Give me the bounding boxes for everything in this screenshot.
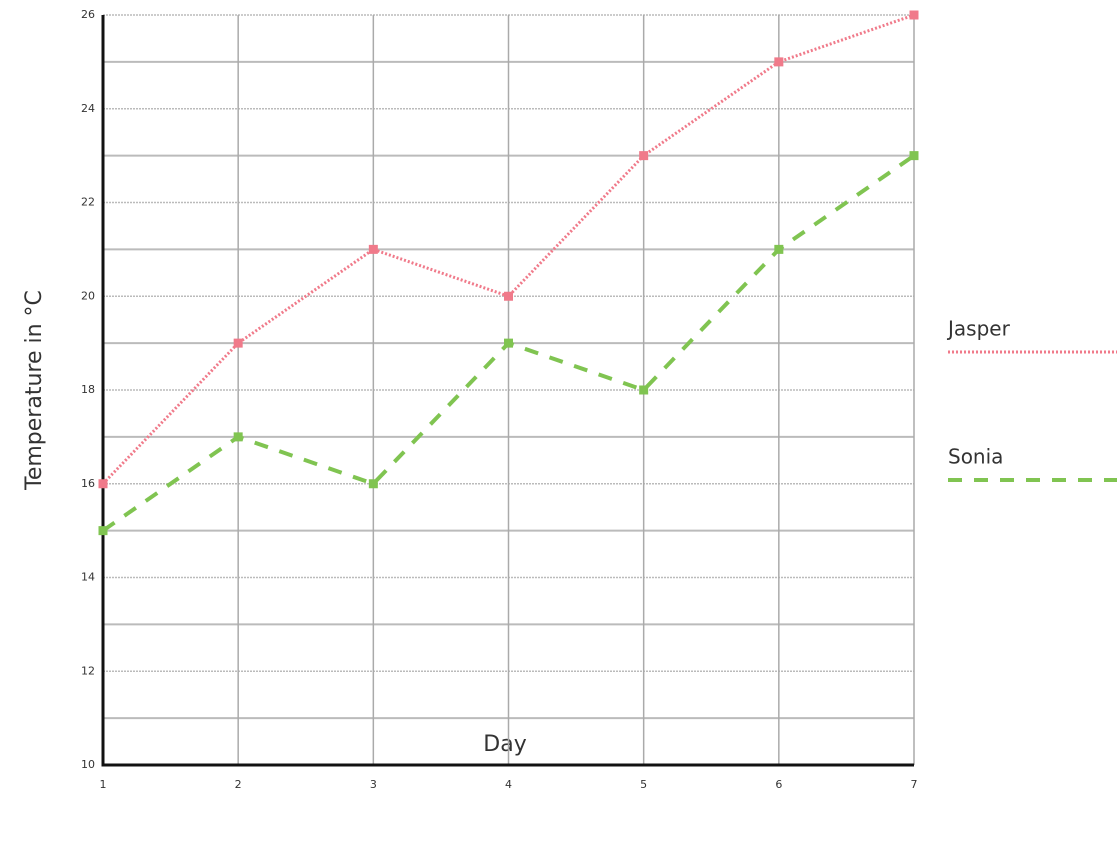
x-tick-label: 3 [370,778,377,791]
x-tick-label: 4 [505,778,512,791]
point [98,479,108,489]
y-tick-label: 24 [81,102,95,115]
point [98,526,108,536]
point [774,244,784,254]
point [233,432,243,442]
y-tick-label: 22 [81,196,95,209]
legend-label: Sonia [948,445,1003,469]
point [368,244,378,254]
y-tick-label: 20 [81,289,95,302]
point [639,151,649,161]
y-axis-label: Temperature in °C [22,290,47,491]
point [909,151,919,161]
point [233,338,243,348]
point [639,385,649,395]
legend-label: Jasper [946,317,1011,341]
y-tick-label: 26 [81,8,95,21]
y-tick-label: 14 [81,571,95,584]
point [504,338,513,348]
x-tick-label: 6 [775,778,782,791]
y-tick-label: 18 [81,383,95,396]
x-tick-label: 2 [235,778,242,791]
x-axis-label: Day [483,732,526,757]
point [909,10,919,20]
point [774,57,784,67]
y-tick-label: 16 [81,477,95,490]
y-tick-label: 12 [81,664,95,677]
x-tick-label: 1 [100,778,107,791]
x-tick-label: 7 [911,778,918,791]
x-tick-label: 5 [640,778,647,791]
point [504,291,513,301]
point [368,479,378,489]
y-tick-label: 10 [81,758,95,771]
